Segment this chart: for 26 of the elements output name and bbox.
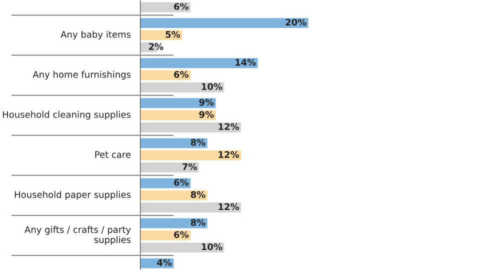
data-label: 4% [157, 259, 172, 266]
y-tick-label: Household paper supplies [14, 191, 131, 200]
data-label: 10% [202, 83, 222, 90]
y-tick-label: Pet care [95, 151, 131, 158]
y-tick-label: Household cleaning supplies [2, 110, 131, 120]
data-label: 6% [174, 3, 189, 10]
data-label: 8% [190, 138, 206, 146]
data-label: 14% [236, 58, 256, 66]
data-label: 2% [148, 43, 164, 50]
data-label: 12% [218, 203, 240, 210]
data-label: 7% [182, 163, 197, 170]
data-label: 12% [218, 123, 240, 130]
y-tick-label: Any gifts / crafts / party supplies [24, 226, 131, 245]
y-tick-label: Any home furnishings [32, 70, 131, 80]
data-label: 20% [286, 18, 306, 26]
data-label: 9% [199, 111, 214, 118]
y-tick-label: Any baby items [60, 30, 131, 40]
data-label: 5% [166, 30, 180, 38]
data-label: 6% [174, 179, 189, 186]
data-label: 9% [199, 98, 214, 106]
data-label: 6% [174, 71, 189, 78]
data-label: 12% [218, 151, 240, 158]
data-label: 8% [190, 191, 206, 198]
data-label: 8% [190, 219, 206, 226]
data-label: 10% [202, 243, 222, 250]
data-label: 6% [174, 231, 189, 238]
